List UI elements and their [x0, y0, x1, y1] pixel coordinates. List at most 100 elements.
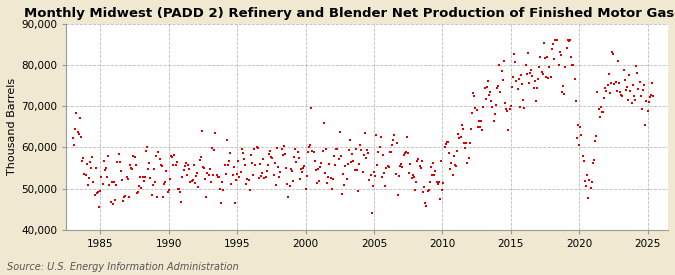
- Point: [509, 51, 520, 56]
- Point: [359, 131, 370, 135]
- Point: [377, 152, 388, 157]
- Point: [513, 77, 524, 81]
- Point: [160, 180, 171, 185]
- Point: [219, 163, 230, 167]
- Point: [157, 164, 167, 168]
- Point: [520, 63, 531, 67]
- Point: [180, 161, 191, 165]
- Point: [493, 84, 504, 89]
- Point: [97, 182, 108, 186]
- Point: [453, 132, 464, 136]
- Point: [451, 164, 462, 168]
- Point: [70, 126, 80, 131]
- Point: [630, 98, 641, 102]
- Point: [230, 200, 240, 205]
- Point: [117, 199, 128, 203]
- Point: [78, 156, 88, 160]
- Point: [475, 125, 485, 130]
- Point: [298, 165, 308, 170]
- Point: [268, 172, 279, 177]
- Point: [215, 187, 225, 191]
- Point: [607, 50, 618, 54]
- Point: [283, 194, 294, 199]
- Point: [531, 86, 542, 90]
- Point: [289, 155, 300, 159]
- Point: [504, 107, 515, 111]
- Point: [256, 174, 267, 178]
- Point: [205, 180, 216, 184]
- Point: [524, 81, 535, 85]
- Point: [624, 73, 634, 78]
- Point: [209, 148, 220, 152]
- Point: [477, 128, 487, 132]
- Point: [282, 182, 293, 186]
- Point: [643, 100, 654, 104]
- Point: [357, 170, 368, 175]
- Point: [590, 138, 601, 143]
- Point: [129, 155, 140, 159]
- Point: [271, 183, 281, 187]
- Point: [501, 107, 512, 112]
- Point: [413, 156, 424, 161]
- Point: [246, 152, 256, 157]
- Point: [412, 159, 423, 163]
- Point: [195, 155, 206, 159]
- Y-axis label: Thousand Barrels: Thousand Barrels: [7, 78, 17, 175]
- Point: [334, 129, 345, 134]
- Point: [80, 173, 91, 177]
- Point: [632, 70, 643, 75]
- Point: [172, 186, 183, 191]
- Point: [620, 78, 630, 82]
- Point: [422, 189, 433, 193]
- Point: [190, 180, 200, 185]
- Point: [570, 98, 581, 103]
- Point: [597, 109, 608, 114]
- Point: [370, 174, 381, 178]
- Point: [286, 169, 297, 173]
- Point: [110, 197, 121, 202]
- Point: [198, 166, 209, 170]
- Point: [145, 176, 156, 180]
- Point: [273, 165, 284, 169]
- Point: [81, 162, 92, 166]
- Point: [597, 109, 608, 114]
- Point: [205, 167, 215, 172]
- Point: [292, 150, 303, 154]
- Point: [471, 108, 482, 112]
- Point: [294, 156, 304, 160]
- Point: [232, 172, 242, 176]
- Point: [208, 173, 219, 177]
- Point: [119, 195, 130, 199]
- Point: [429, 173, 439, 177]
- Point: [450, 163, 460, 168]
- Point: [579, 178, 590, 183]
- Point: [559, 91, 570, 96]
- Point: [638, 88, 649, 93]
- Point: [264, 152, 275, 156]
- Point: [392, 141, 402, 145]
- Point: [201, 195, 212, 200]
- Point: [448, 154, 459, 158]
- Point: [410, 179, 421, 184]
- Point: [569, 77, 580, 81]
- Point: [89, 192, 100, 197]
- Point: [531, 99, 541, 104]
- Point: [213, 175, 223, 180]
- Point: [77, 159, 88, 164]
- Point: [140, 149, 151, 153]
- Point: [628, 94, 639, 98]
- Point: [645, 94, 655, 99]
- Point: [151, 154, 161, 159]
- Point: [238, 157, 249, 161]
- Point: [173, 187, 184, 192]
- Point: [111, 183, 122, 187]
- Point: [518, 98, 529, 102]
- Point: [291, 160, 302, 164]
- Point: [327, 177, 338, 182]
- Point: [150, 180, 161, 185]
- Point: [132, 190, 142, 195]
- Point: [440, 142, 451, 146]
- Point: [342, 162, 353, 167]
- Point: [220, 172, 231, 176]
- Point: [321, 147, 331, 151]
